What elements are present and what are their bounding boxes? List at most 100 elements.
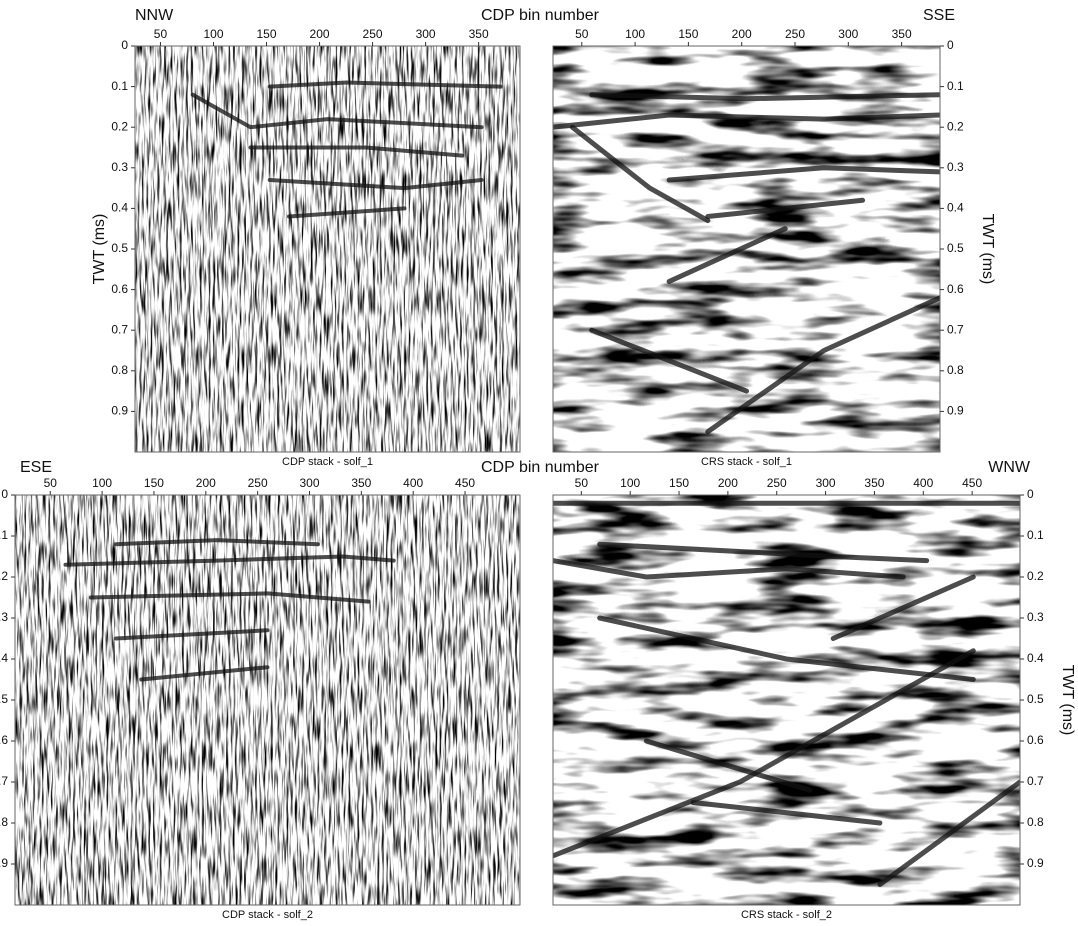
- reflector: [589, 327, 749, 394]
- reflector: [597, 615, 976, 682]
- x-axis-title: CDP bin number: [481, 7, 600, 24]
- reflector: [705, 295, 940, 435]
- y-tick-label: 0.1: [1027, 528, 1044, 542]
- panel-caption: CDP stack - solf_2: [222, 909, 313, 921]
- reflector: [267, 177, 484, 191]
- reflector: [248, 145, 465, 158]
- reflector: [553, 648, 976, 859]
- reflector: [63, 554, 396, 567]
- y-tick-label: 0.4: [947, 201, 964, 215]
- x-tick-label: 350: [892, 27, 912, 41]
- reflector: [589, 92, 940, 102]
- x-tick-label: 100: [92, 476, 112, 490]
- direction-label: ESE: [20, 459, 52, 476]
- y-tick-label: 0.4: [1027, 651, 1044, 665]
- y-tick-label: 0.9: [0, 856, 8, 870]
- x-tick-label: 200: [310, 27, 330, 41]
- x-tick-label: 200: [718, 476, 738, 490]
- x-axis-title: CDP bin number: [481, 459, 600, 476]
- reflector: [267, 80, 503, 89]
- x-tick-label: 300: [816, 476, 836, 490]
- x-tick-label: 50: [575, 476, 589, 490]
- header: ESE CDP bin number WNW: [20, 459, 1031, 476]
- direction-label: SSE: [923, 7, 955, 24]
- y-tick-label: 0.9: [1027, 856, 1044, 870]
- y-tick-label: 0.1: [947, 79, 964, 93]
- y-tick-label: 0.9: [947, 404, 964, 418]
- seismic-image: [15, 495, 520, 905]
- x-tick-label: 150: [256, 27, 276, 41]
- x-tick-label: 350: [469, 27, 489, 41]
- x-tick-label: 350: [351, 476, 371, 490]
- y-tick-label: 0.8: [1027, 815, 1044, 829]
- reflector: [643, 738, 813, 793]
- y-tick-label: 0: [1, 487, 8, 501]
- reflector: [666, 226, 788, 284]
- reflector: [287, 206, 407, 219]
- reflector: [114, 628, 270, 641]
- reflector: [705, 197, 866, 220]
- x-tick-label: 50: [44, 476, 58, 490]
- reflector: [553, 112, 940, 130]
- y-tick-label: 0.2: [0, 569, 8, 583]
- reflectors: [190, 80, 503, 219]
- y-tick-label: 0.8: [111, 363, 128, 377]
- x-tick-label: 350: [864, 476, 884, 490]
- panel-caption: CRS stack - solf_1: [701, 456, 792, 468]
- y-tick-label: 0.6: [1027, 733, 1044, 747]
- x-tick-label: 450: [962, 476, 982, 490]
- x-tick-label: 400: [913, 476, 933, 490]
- x-tick-label: 200: [732, 27, 752, 41]
- y-axis-title: TWT (ms): [91, 214, 108, 285]
- y-tick-label: 0.4: [111, 201, 128, 215]
- reflectors: [553, 500, 1020, 887]
- seismic-image: [135, 46, 520, 452]
- y-tick-label: 0.3: [111, 160, 128, 174]
- y-tick-label: 0.9: [111, 404, 128, 418]
- x-tick-label: 250: [363, 27, 383, 41]
- x-tick-label: 100: [625, 27, 645, 41]
- x-tick-label: 300: [838, 27, 858, 41]
- x-tick-label: 100: [203, 27, 223, 41]
- y-tick-label: 0.2: [947, 119, 964, 133]
- reflector: [114, 538, 320, 547]
- y-tick-label: 0.6: [0, 733, 8, 747]
- reflector: [597, 541, 930, 564]
- reflector: [569, 124, 711, 224]
- panel-caption: CDP stack - solf_1: [282, 456, 373, 468]
- reflector: [553, 558, 906, 580]
- x-tick-label: 400: [403, 476, 423, 490]
- x-tick-label: 300: [299, 476, 319, 490]
- reflector: [139, 665, 270, 682]
- y-tick-label: 0.7: [1027, 774, 1044, 788]
- x-tick-label: 250: [248, 476, 268, 490]
- y-axis-title: TWT (ms): [1059, 665, 1076, 736]
- seismic-panel: 50 100 150 200 250 300 350 400 450 0 0.1 0.2 0.3 0.4 0…: [0, 476, 521, 921]
- y-tick-label: 0.2: [1027, 569, 1044, 583]
- x-tick-label: 300: [416, 27, 436, 41]
- y-tick-label: 0.6: [111, 282, 128, 296]
- x-tick-label: 150: [144, 476, 164, 490]
- y-tick-label: 0.6: [947, 282, 964, 296]
- y-tick-label: 0.3: [1027, 610, 1044, 624]
- x-tick-label: 100: [620, 476, 640, 490]
- y-tick-label: 0.5: [1027, 692, 1044, 706]
- reflector: [190, 92, 484, 130]
- x-tick-label: 50: [575, 27, 589, 41]
- reflector: [877, 779, 1020, 887]
- x-tick-label: 250: [785, 27, 805, 41]
- reflectors: [63, 538, 396, 682]
- seismic-panel: 50 100 150 200 250 300 350 0 0.1 0.2 0.3 0.4 0.5 0.6 0…: [91, 27, 521, 468]
- y-tick-label: 0.3: [0, 610, 8, 624]
- y-tick-label: 0.4: [0, 651, 8, 665]
- y-tick-label: 0.8: [0, 815, 8, 829]
- y-tick-label: 0: [1027, 487, 1034, 501]
- y-tick-label: 0.3: [947, 160, 964, 174]
- y-tick-label: 0.5: [111, 241, 128, 255]
- y-tick-label: 0.1: [111, 79, 128, 93]
- y-tick-label: 0.2: [111, 119, 128, 133]
- reflector: [88, 591, 371, 604]
- x-tick-label: 150: [678, 27, 698, 41]
